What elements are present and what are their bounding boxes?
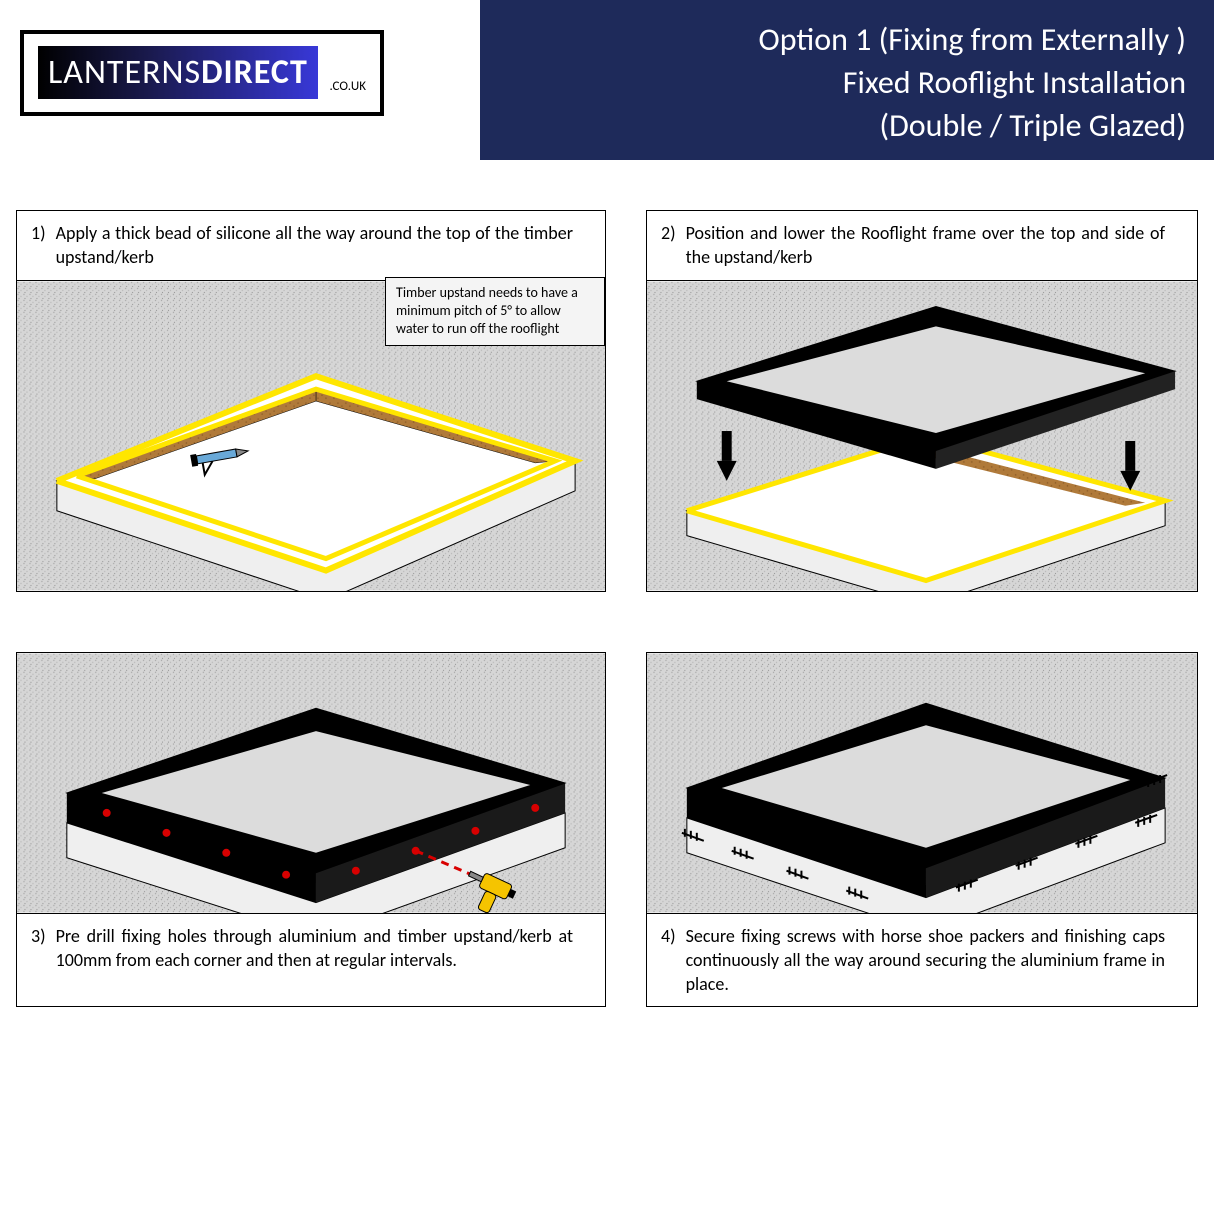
logo-box: LANTERNSDIRECT .CO.UK [20, 30, 384, 116]
step-4-caption: 4) Secure fixing screws with horse shoe … [647, 913, 1197, 1007]
logo-text-right: DIRECT [201, 52, 308, 93]
step-1-caption: 1) Apply a thick bead of silicone all th… [17, 211, 605, 281]
step-4-diagram [647, 653, 1197, 913]
step-4-panel: 4) Secure fixing screws with horse shoe … [646, 652, 1198, 1008]
step-2-caption: 2) Position and lower the Rooflight fram… [647, 211, 1197, 281]
steps-grid: 1) Apply a thick bead of silicone all th… [16, 210, 1198, 1007]
step-number: 2) [661, 221, 676, 270]
title-line2: Fixed Rooflight Installation [498, 61, 1186, 104]
step-3-panel: 3) Pre drill fixing holes through alumin… [16, 652, 606, 1008]
logo-mark: LANTERNSDIRECT [38, 46, 318, 99]
step-number: 1) [31, 221, 46, 270]
logo-suffix: .CO.UK [329, 59, 366, 100]
step-2-diagram [647, 281, 1197, 591]
step-1-panel: 1) Apply a thick bead of silicone all th… [16, 210, 606, 592]
header: LANTERNSDIRECT .CO.UK Option 1 (Fixing f… [0, 0, 1214, 160]
logo-text-left: LANTERNS [48, 52, 201, 93]
step-1-note: Timber upstand needs to have a minimum p… [385, 277, 605, 346]
title-line1: Option 1 (Fixing from Externally ) [498, 18, 1186, 61]
step-number: 4) [661, 924, 676, 997]
title-box: Option 1 (Fixing from Externally ) Fixed… [480, 0, 1214, 160]
step-2-panel: 2) Position and lower the Rooflight fram… [646, 210, 1198, 592]
step-text: Secure fixing screws with horse shoe pac… [686, 924, 1165, 997]
step-3-caption: 3) Pre drill fixing holes through alumin… [17, 913, 605, 983]
title-line3: (Double / Triple Glazed) [498, 104, 1186, 147]
step-text: Position and lower the Rooflight frame o… [686, 221, 1165, 270]
step-number: 3) [31, 924, 46, 973]
step-3-diagram [17, 653, 605, 913]
logo-area: LANTERNSDIRECT .CO.UK [0, 0, 480, 160]
step-text: Pre drill fixing holes through aluminium… [56, 924, 573, 973]
step-text: Apply a thick bead of silicone all the w… [56, 221, 573, 270]
